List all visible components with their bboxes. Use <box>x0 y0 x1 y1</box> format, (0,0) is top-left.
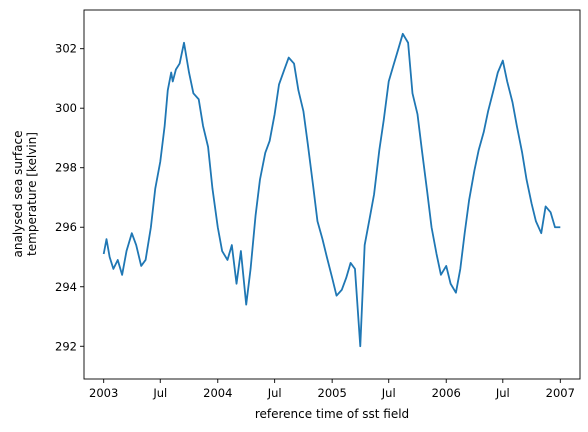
x-tick-label: 2007 <box>546 386 575 400</box>
y-axis-label-line-1: analysed sea surface <box>11 131 25 258</box>
y-tick-label: 294 <box>55 280 77 294</box>
y-tick-label: 292 <box>55 339 77 353</box>
x-axis-label: reference time of sst field <box>255 407 409 421</box>
x-axis: 2003 Jul 2004 Jul 2005 Jul 2006 Jul 2007 <box>89 379 575 400</box>
x-tick-label: Jul <box>152 386 167 400</box>
y-tick-label: 302 <box>55 42 77 56</box>
x-tick-label: Jul <box>495 386 510 400</box>
x-tick-label: 2006 <box>432 386 461 400</box>
x-tick-label: Jul <box>381 386 396 400</box>
plot-area <box>102 32 561 348</box>
y-axis: 292 294 296 298 300 302 <box>55 42 84 353</box>
x-tick-label: 2003 <box>89 386 118 400</box>
series-line-0 <box>102 32 561 348</box>
y-axis-label-line-2: temperature [kelvin] <box>25 132 39 256</box>
y-tick-label: 300 <box>55 101 77 115</box>
x-tick-label: 2005 <box>318 386 347 400</box>
y-tick-label: 296 <box>55 220 77 234</box>
y-tick-label: 298 <box>55 161 77 175</box>
plot-frame <box>83 9 581 380</box>
x-tick-label: 2004 <box>203 386 232 400</box>
x-tick-label: Jul <box>267 386 282 400</box>
